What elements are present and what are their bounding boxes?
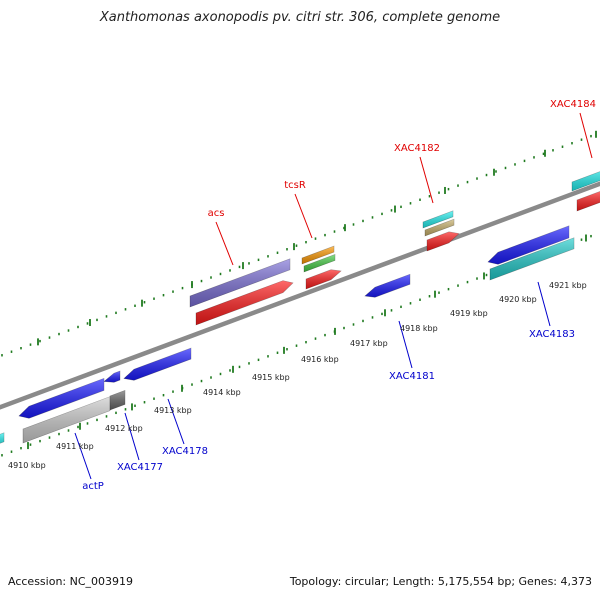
XAC4184-cds-feature[interactable] (576, 191, 600, 212)
XAC4178-feature[interactable] (123, 347, 192, 381)
actP-gray-feature[interactable] (22, 396, 111, 444)
XAC4183-feature[interactable] (487, 225, 570, 265)
tick-rows (1, 130, 597, 457)
gene-label[interactable]: acs (208, 208, 225, 219)
gene-label-callouts: acs tcsR XAC4182 XAC4184 XAC4181 XAC4183 XAC41… (74, 99, 596, 492)
gene-callout-xac4178: XAC4178 (162, 398, 208, 457)
tcsR-cds-feature[interactable] (305, 269, 342, 290)
gene-label[interactable]: XAC4177 (117, 462, 163, 473)
callout-line (419, 156, 434, 204)
backbone-line (0, 181, 600, 410)
gene-callout-actp: actP (74, 432, 104, 492)
kbp-label: 4920 kbp (499, 295, 537, 304)
kbp-label: 4919 kbp (450, 309, 488, 318)
kbp-label: 4910 kbp (8, 461, 46, 470)
gene-label[interactable]: XAC4184 (550, 99, 596, 110)
genome-title: Xanthomonas axonopodis pv. citri str. 30… (99, 10, 501, 25)
forward-tick-row (1, 130, 597, 357)
gene-callout-xac4181: XAC4181 (389, 320, 435, 382)
edge-cyan-feature[interactable] (0, 432, 5, 447)
gene-label[interactable]: tcsR (284, 180, 306, 191)
XAC4184-cyan-feature[interactable] (571, 168, 600, 192)
callout-line (398, 320, 413, 369)
acs-feature[interactable] (189, 258, 291, 308)
tcsR-green-feature[interactable] (303, 254, 336, 273)
genome-backbone (0, 181, 600, 410)
kbp-label: 4913 kbp (154, 406, 192, 415)
actP-dark-feature[interactable] (109, 389, 126, 411)
kbp-label: 4921 kbp (549, 281, 587, 290)
tcsR-orange-feature[interactable] (301, 245, 335, 265)
gene-callout-tcsr: tcsR (284, 180, 313, 239)
XAC4182-cds-feature[interactable] (426, 231, 460, 252)
kbp-label: 4914 kbp (203, 388, 241, 397)
gene-features (0, 168, 600, 447)
gene-label[interactable]: actP (82, 481, 104, 492)
gene-callout-xac4182: XAC4182 (394, 143, 440, 204)
gene-callout-xac4183: XAC4183 (529, 281, 575, 340)
callout-line (74, 432, 92, 480)
gene-label[interactable]: XAC4181 (389, 371, 435, 382)
gene-label[interactable]: XAC4178 (162, 446, 208, 457)
gene-label[interactable]: XAC4182 (394, 143, 440, 154)
callout-line (579, 112, 593, 159)
acs-cds-feature[interactable] (195, 280, 294, 326)
gene-callout-xac4177: XAC4177 (117, 412, 163, 473)
XAC4182-tan-feature[interactable] (424, 218, 455, 237)
actP-feature[interactable] (18, 377, 105, 419)
reverse-tick-row (1, 234, 592, 457)
kbp-label: 4912 kbp (105, 424, 143, 433)
callout-line (537, 281, 551, 327)
gene-label[interactable]: XAC4183 (529, 329, 575, 340)
XAC4183-teal-feature[interactable] (489, 237, 575, 281)
XAC4181-feature[interactable] (364, 273, 411, 298)
callout-line (294, 193, 313, 239)
gene-callout-acs: acs (208, 208, 234, 266)
gene-callout-xac4184: XAC4184 (550, 99, 596, 159)
callout-line (124, 412, 140, 461)
callout-line (215, 221, 234, 266)
kbp-label: 4915 kbp (252, 373, 290, 382)
kbp-label: 4918 kbp (400, 324, 438, 333)
accession-text: Accession: NC_003919 (8, 575, 134, 588)
kbp-label: 4916 kbp (301, 355, 339, 364)
XAC4177-feature[interactable] (103, 370, 121, 383)
kbp-label: 4917 kbp (350, 339, 388, 348)
callout-line (167, 398, 185, 445)
XAC4182-cyan-feature[interactable] (422, 210, 454, 229)
kbp-label: 4911 kbp (56, 442, 94, 451)
kbp-scale-labels: 4910 kbp 4911 kbp 4912 kbp 4913 kbp 4914 kbp… (8, 281, 587, 470)
genome-summary-text: Topology: circular; Length: 5,175,554 bp… (289, 575, 592, 588)
